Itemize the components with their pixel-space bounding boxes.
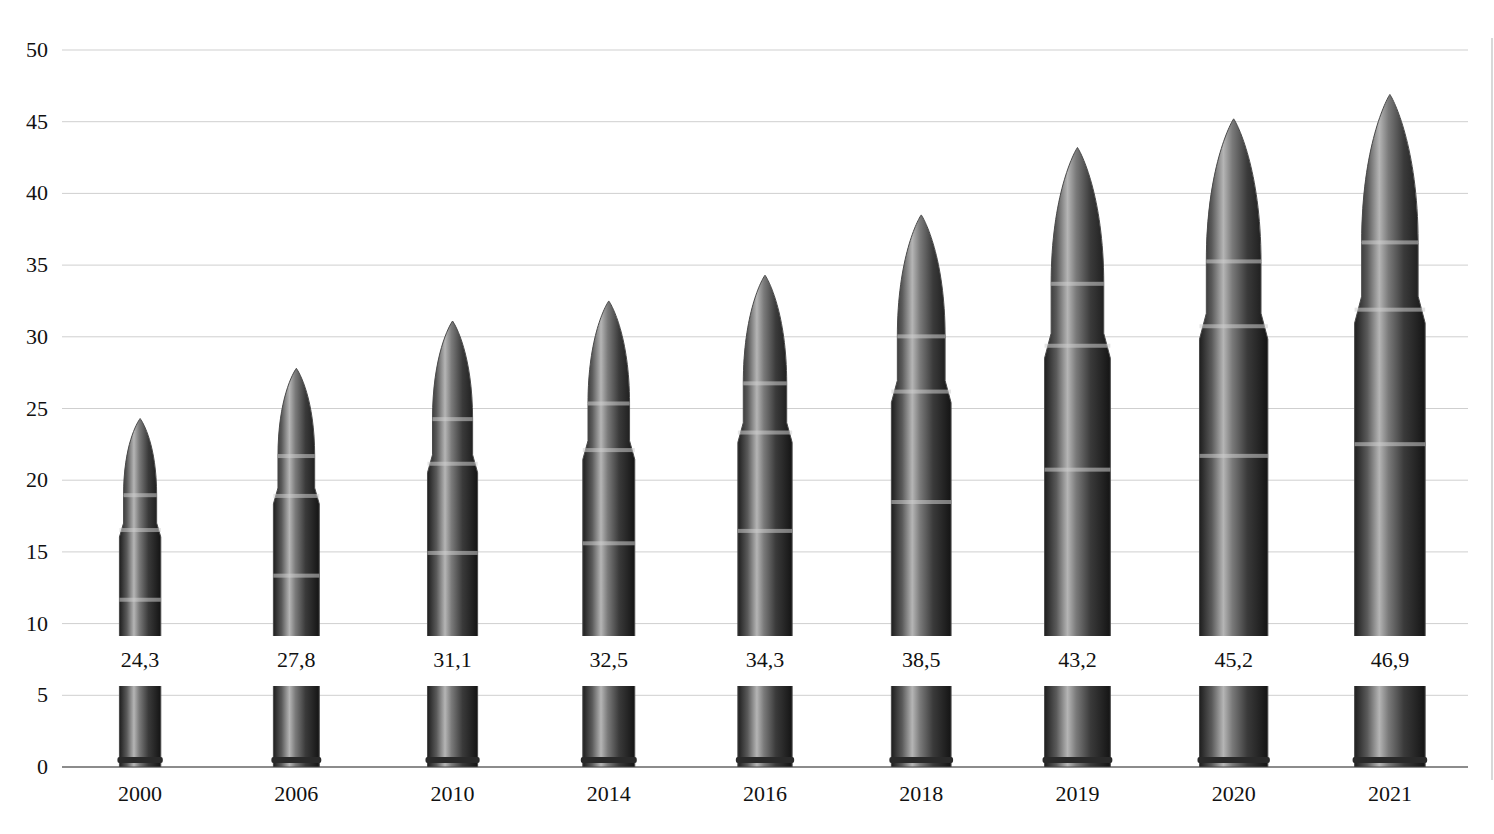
bar-ring — [433, 417, 473, 421]
bar — [427, 321, 477, 767]
y-tick-label: 45 — [26, 109, 48, 134]
y-tick-label: 20 — [26, 467, 48, 492]
data-label: 24,3 — [121, 647, 160, 672]
bar-ring — [1355, 442, 1426, 446]
y-tick-label: 35 — [26, 252, 48, 277]
data-label: 31,1 — [433, 647, 472, 672]
y-tick-label: 25 — [26, 396, 48, 421]
bar-ring — [278, 454, 315, 458]
bar-ring — [273, 494, 319, 498]
x-tick-label: 2021 — [1368, 781, 1412, 806]
data-label: 46,9 — [1371, 647, 1410, 672]
data-label: 34,3 — [746, 647, 785, 672]
bar — [273, 368, 319, 767]
grid-line — [62, 193, 1468, 194]
bar-ring — [1051, 282, 1104, 286]
data-label: 43,2 — [1058, 647, 1097, 672]
y-tick-label: 0 — [37, 754, 48, 779]
right-edge — [1491, 38, 1493, 780]
x-tick-label: 2010 — [431, 781, 475, 806]
x-tick-label: 2014 — [587, 781, 631, 806]
bar-ring — [1199, 454, 1267, 458]
x-tick-label: 2020 — [1212, 781, 1256, 806]
x-tick-label: 2006 — [274, 781, 318, 806]
bar-ring — [1045, 468, 1111, 472]
bar-ring — [583, 541, 635, 545]
bar — [583, 301, 635, 767]
bar-rim — [425, 757, 479, 763]
grid-line — [62, 50, 1468, 51]
x-tick-label: 2016 — [743, 781, 787, 806]
y-tick-label: 15 — [26, 539, 48, 564]
bar-ring — [738, 529, 792, 533]
bar — [119, 419, 160, 767]
chart: 0 5 10 15 20 25 30 35 40 45 50 24,3 2000 27,8 2006 31,1… — [0, 0, 1494, 834]
bar-ring — [1362, 240, 1418, 244]
bar-ring — [897, 334, 945, 338]
bar-ring — [427, 551, 477, 555]
bar-ring — [273, 574, 319, 578]
y-tick-label: 40 — [26, 180, 48, 205]
bar-ring — [124, 493, 157, 497]
data-label: 32,5 — [590, 647, 629, 672]
bar-ring — [738, 431, 792, 435]
bar-rim — [1197, 757, 1269, 763]
label-band — [62, 636, 1468, 686]
bar-ring — [1206, 259, 1261, 263]
x-tick-label: 2000 — [118, 781, 162, 806]
bar-ring — [427, 462, 477, 466]
bar — [738, 275, 792, 767]
bar-rim — [889, 757, 953, 763]
bar-rim — [271, 757, 321, 763]
bar-ring — [891, 390, 951, 394]
y-tick-label: 30 — [26, 324, 48, 349]
bar-rim — [1043, 757, 1113, 763]
data-label: 38,5 — [902, 647, 941, 672]
bar-ring — [588, 401, 630, 405]
bar-ring — [1045, 344, 1111, 348]
bar-ring — [1199, 324, 1267, 328]
y-tick-label: 5 — [37, 682, 48, 707]
bar-rim — [117, 757, 162, 763]
data-label: 45,2 — [1214, 647, 1253, 672]
bars — [117, 94, 1427, 767]
bar-ring — [119, 528, 160, 532]
bar-ring — [119, 598, 160, 602]
y-tick-label: 10 — [26, 611, 48, 636]
bar-ring — [891, 500, 951, 504]
bar-ring — [743, 381, 786, 385]
bar-ring — [583, 448, 635, 452]
y-tick-label: 50 — [26, 37, 48, 62]
grid-line — [62, 121, 1468, 122]
bar-rim — [736, 757, 794, 763]
bar-rim — [1353, 757, 1428, 763]
data-label: 27,8 — [277, 647, 316, 672]
x-tick-label: 2018 — [899, 781, 943, 806]
bar-rim — [581, 757, 637, 763]
x-tick-label: 2019 — [1055, 781, 1099, 806]
bar-ring — [1355, 308, 1426, 312]
